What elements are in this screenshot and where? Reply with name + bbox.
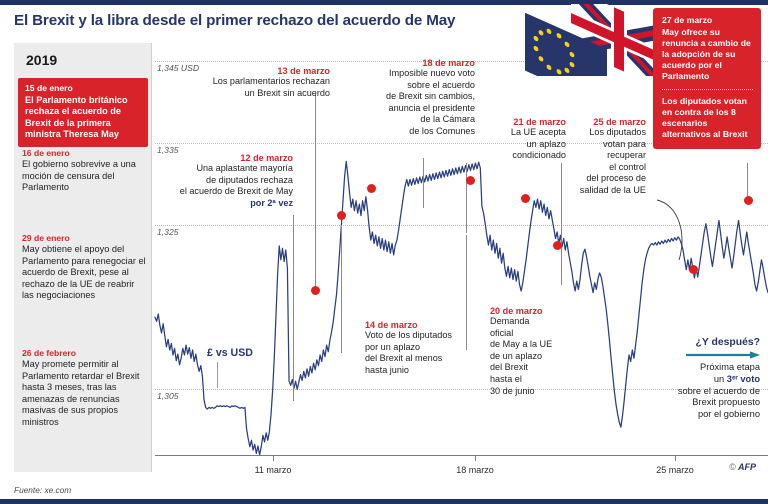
source-note: Fuente: xe.com <box>14 485 72 495</box>
y-axis-tick: 1,325 <box>157 227 179 237</box>
event-marker-dot <box>520 193 530 203</box>
event-text: El gobierno sobrevive a una moción de ce… <box>22 159 136 193</box>
event-marker-dot <box>743 195 753 205</box>
annotation-text: Los parlamentarios rechazan un Brexit si… <box>212 76 330 98</box>
gridline <box>155 225 768 226</box>
annotation-date: 14 de marzo <box>365 320 418 330</box>
annotation-text: Voto de los diputados por un aplazo del … <box>365 330 452 375</box>
timeline-year: 2019 <box>26 52 58 68</box>
annotation-text: Imposible nuevo voto sobre el acuerdo de… <box>386 68 475 136</box>
annotation-date: 12 de marzo <box>240 153 293 163</box>
event-date: 15 de enero <box>25 83 73 93</box>
afp-logo: AFP <box>738 462 756 472</box>
annotation-21-marzo: 21 de marzo La UE acepta un aplazo condi… <box>480 117 566 162</box>
event-marker-dot <box>310 285 320 295</box>
event-marker-dot <box>552 240 562 250</box>
annotation-text: Demanda oficial de May a la UE de un apl… <box>490 316 553 396</box>
annotation-date: 20 de marzo <box>490 306 543 316</box>
timeline-event-highlight: 15 de enero El Parlamento británico rech… <box>18 78 148 147</box>
y-axis-tick: 1,335 <box>157 145 179 155</box>
chart-plot-area: 1,345 USD 1,335 1,325 1,305 £ vs USD <box>154 45 768 456</box>
event-text: May promete permitir al Parlamento retar… <box>22 359 140 427</box>
annotation-13-marzo: 13 de marzo Los parlamentarios rechazan … <box>175 66 330 99</box>
x-axis-label: 11 marzo <box>254 465 292 475</box>
event-date: 16 de enero <box>22 148 70 158</box>
x-axis-tick <box>475 455 476 461</box>
event-marker-dot <box>465 175 475 185</box>
page-title: El Brexit y la libra desde el primer rec… <box>14 12 456 29</box>
series-legend-stick <box>217 362 218 388</box>
annotation-date: 25 de marzo <box>593 117 646 127</box>
annotation-emphasis: por 2ª vez <box>250 197 293 208</box>
annotation-14-marzo: 14 de marzo Voto de los diputados por un… <box>365 320 495 376</box>
annotation-text: La UE acepta un aplazo condicionado <box>510 127 566 161</box>
gridline <box>155 389 768 390</box>
arrow-right-icon <box>610 351 760 359</box>
series-legend-label: £ vs USD <box>207 347 253 359</box>
annotation-date: 18 de marzo <box>422 58 475 68</box>
callout-text-secondary: Los diputados votan en contra de los 8 e… <box>662 96 748 139</box>
leader-line-20-marzo <box>466 235 467 350</box>
y-axis-tick: 1,305 <box>157 391 179 401</box>
annotation-18-marzo: 18 de marzo Imposible nuevo voto sobre e… <box>340 58 475 138</box>
callout-text: May ofrece su renuncia a cambio de la ad… <box>662 27 751 81</box>
annotation-20-marzo: 20 de marzo Demanda oficial de May a la … <box>490 306 590 397</box>
copyright-symbol: © <box>729 462 736 472</box>
callout-divider <box>662 89 753 90</box>
callout-27-marzo: 27 de marzo May ofrece su renuncia a cam… <box>653 8 761 149</box>
y-axis-tick: 1,345 USD <box>157 63 200 73</box>
annotation-12-marzo: 12 de marzo Una aplastante mayoría de di… <box>150 153 293 208</box>
eu-uk-flags-icon <box>525 4 665 76</box>
gridline <box>155 61 768 62</box>
annotation-text: Una aplastante mayoría de diputados rech… <box>179 163 293 197</box>
leader-line-18-marzo <box>423 158 424 208</box>
callout-date: 27 de marzo <box>662 15 713 25</box>
top-rule <box>0 0 768 5</box>
event-date: 29 de enero <box>22 233 70 243</box>
annotation-25-marzo: 25 de marzo Los diputados votan para rec… <box>560 117 646 197</box>
x-axis-tick <box>675 455 676 461</box>
timeline-event: 26 de febrero May promete permitir al Pa… <box>22 348 146 429</box>
timeline-event: 16 de enero El gobierno sobrevive a una … <box>22 148 146 194</box>
leader-line-14-marzo <box>341 225 342 353</box>
gridline <box>155 143 768 144</box>
x-axis-line <box>155 455 768 456</box>
annotation-date: 13 de marzo <box>277 66 330 76</box>
x-axis-label: 18 marzo <box>456 465 494 475</box>
eu-flag-icon <box>525 10 607 76</box>
afp-credit: © AFP <box>729 462 756 472</box>
annotation-text: Los diputados votan para recuperar el co… <box>579 127 646 195</box>
event-marker-dot <box>336 210 346 220</box>
event-text: May obtiene el apoyo del Parlamento para… <box>22 244 146 301</box>
event-marker-dot <box>688 264 698 274</box>
event-marker-dot <box>366 183 376 193</box>
x-axis-tick <box>273 455 274 461</box>
next-steps-block: ¿Y después? Próxima etapa un 3ᵉʳ voto so… <box>610 337 760 421</box>
next-steps-text: Próxima etapa un 3ᵉʳ voto sobre el acuer… <box>677 362 760 420</box>
leader-line-12-marzo <box>293 215 294 401</box>
leader-line-27-marzo <box>747 163 748 201</box>
event-date: 26 de febrero <box>22 348 76 358</box>
timeline-event: 29 de enero May obtiene el apoyo del Par… <box>22 233 146 302</box>
next-steps-heading: ¿Y después? <box>695 337 760 348</box>
bottom-rule <box>0 499 768 504</box>
leader-line-21-marzo <box>466 163 467 233</box>
leader-line-25-marzo <box>561 163 562 285</box>
annotation-date: 21 de marzo <box>513 117 566 127</box>
event-text: El Parlamento británico rechaza el acuer… <box>25 95 128 140</box>
x-axis-label: 25 marzo <box>656 465 694 475</box>
flags-graphic <box>525 4 665 76</box>
rail-divider <box>151 43 152 472</box>
leader-line-13-marzo <box>315 93 316 290</box>
